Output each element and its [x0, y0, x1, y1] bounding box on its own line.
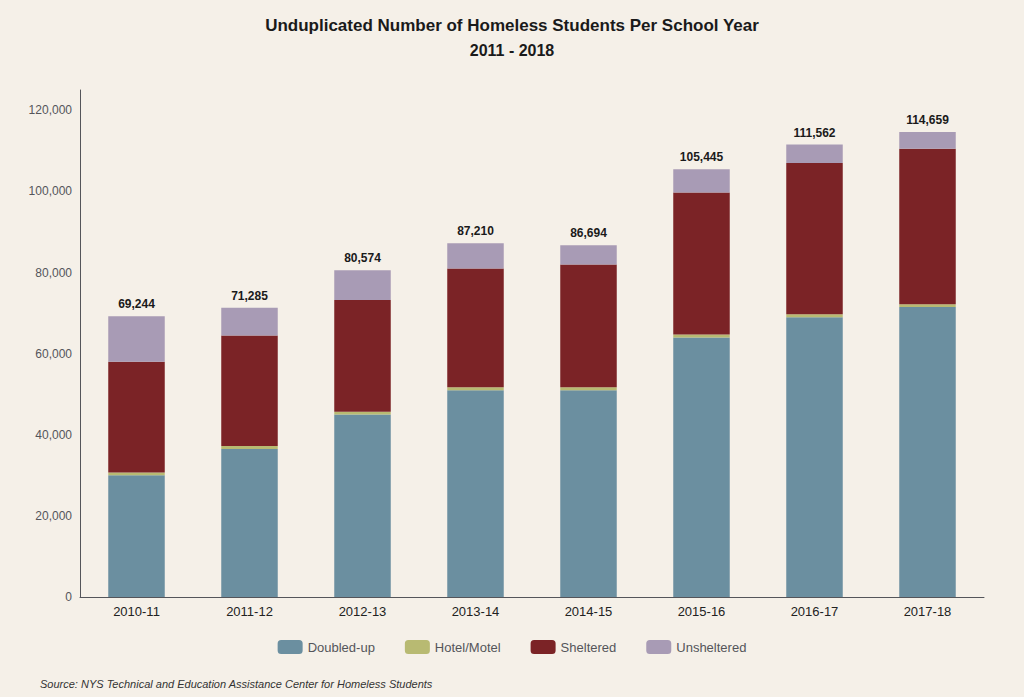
svg-text:80,574: 80,574	[344, 251, 381, 265]
svg-text:105,445: 105,445	[680, 150, 724, 164]
svg-text:Source: NYS Technical and Educ: Source: NYS Technical and Education Assi…	[40, 678, 433, 690]
svg-text:2014-15: 2014-15	[565, 604, 613, 619]
svg-text:2016-17: 2016-17	[791, 604, 839, 619]
svg-text:2010-11: 2010-11	[113, 604, 160, 619]
svg-text:2017-18: 2017-18	[904, 604, 952, 619]
svg-text:40,000: 40,000	[35, 428, 72, 442]
svg-text:60,000: 60,000	[35, 347, 72, 361]
svg-text:2012-13: 2012-13	[339, 604, 387, 619]
svg-text:100,000: 100,000	[29, 184, 73, 198]
svg-text:87,210: 87,210	[457, 224, 494, 238]
svg-text:69,244: 69,244	[118, 297, 155, 311]
svg-text:2013-14: 2013-14	[452, 604, 500, 619]
svg-text:80,000: 80,000	[35, 266, 72, 280]
svg-text:2011-12: 2011-12	[226, 604, 273, 619]
svg-text:2015-16: 2015-16	[678, 604, 726, 619]
svg-text:Hotel/Motel: Hotel/Motel	[435, 640, 501, 655]
svg-text:0: 0	[65, 590, 72, 604]
svg-text:86,694: 86,694	[570, 226, 607, 240]
svg-text:120,000: 120,000	[29, 103, 73, 117]
svg-text:Unduplicated Number of Homeles: Unduplicated Number of Homeless Students…	[265, 16, 759, 35]
svg-text:Sheltered: Sheltered	[561, 640, 617, 655]
svg-text:2011 - 2018: 2011 - 2018	[470, 42, 555, 59]
svg-text:114,659: 114,659	[906, 113, 949, 127]
svg-text:20,000: 20,000	[35, 509, 72, 523]
svg-text:Unsheltered: Unsheltered	[676, 640, 746, 655]
svg-text:71,285: 71,285	[231, 289, 268, 303]
svg-text:111,562: 111,562	[793, 126, 835, 140]
svg-text:Doubled-up: Doubled-up	[308, 640, 375, 655]
